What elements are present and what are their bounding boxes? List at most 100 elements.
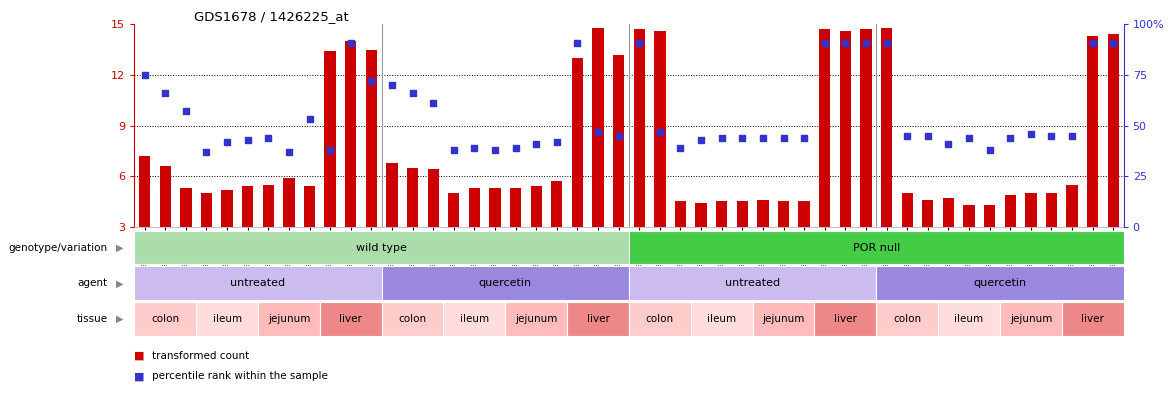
Point <box>753 134 772 141</box>
Point <box>1042 132 1061 139</box>
Text: percentile rank within the sample: percentile rank within the sample <box>152 371 328 381</box>
Bar <box>1026 193 1036 227</box>
Text: transformed count: transformed count <box>152 351 249 361</box>
Point <box>1022 130 1041 137</box>
Point <box>712 134 731 141</box>
Bar <box>778 202 790 227</box>
Bar <box>1087 36 1098 227</box>
Text: colon: colon <box>894 314 922 324</box>
Point <box>1084 39 1103 46</box>
Bar <box>840 31 851 227</box>
Point <box>734 134 752 141</box>
Bar <box>468 188 480 227</box>
Bar <box>222 190 232 227</box>
Text: tissue: tissue <box>76 314 107 324</box>
Text: jejunum: jejunum <box>515 314 557 324</box>
Bar <box>345 41 356 227</box>
Text: liver: liver <box>834 314 857 324</box>
Point <box>877 39 896 46</box>
Bar <box>737 202 748 227</box>
Bar <box>366 50 377 227</box>
Text: ▶: ▶ <box>117 314 124 324</box>
Bar <box>325 51 335 227</box>
Text: ▶: ▶ <box>117 243 124 253</box>
Point <box>465 145 484 151</box>
Text: liver: liver <box>339 314 362 324</box>
Point <box>939 141 958 147</box>
Point <box>1001 134 1020 141</box>
Text: liver: liver <box>1082 314 1104 324</box>
Bar <box>654 31 666 227</box>
Bar <box>1107 34 1119 227</box>
Text: liver: liver <box>586 314 610 324</box>
Bar <box>964 205 975 227</box>
Text: quercetin: quercetin <box>479 278 531 288</box>
Bar <box>881 28 892 227</box>
Bar <box>675 202 686 227</box>
Bar <box>427 169 439 227</box>
Point <box>527 141 545 147</box>
Text: agent: agent <box>77 278 107 288</box>
Point <box>176 108 195 115</box>
Point <box>630 39 648 46</box>
Point <box>362 78 381 84</box>
Text: ileum: ileum <box>954 314 983 324</box>
Bar <box>551 181 563 227</box>
Bar <box>923 200 933 227</box>
Text: genotype/variation: genotype/variation <box>8 243 107 253</box>
Point <box>135 72 154 78</box>
Bar <box>861 30 871 227</box>
Point <box>980 147 999 153</box>
Point <box>279 149 298 155</box>
Bar <box>1045 193 1057 227</box>
Bar <box>1066 185 1078 227</box>
Bar <box>242 186 253 227</box>
Point <box>691 136 710 143</box>
Text: untreated: untreated <box>230 278 285 288</box>
Bar <box>819 30 830 227</box>
Point <box>815 39 834 46</box>
Text: ileum: ileum <box>460 314 489 324</box>
Point <box>960 134 979 141</box>
Bar <box>387 163 397 227</box>
Text: jejunum: jejunum <box>267 314 310 324</box>
Point <box>424 100 443 107</box>
Bar <box>160 166 171 227</box>
Point <box>217 139 236 145</box>
Bar <box>592 28 604 227</box>
Text: GDS1678 / 1426225_at: GDS1678 / 1426225_at <box>194 10 348 23</box>
Bar <box>613 55 625 227</box>
Bar <box>530 186 542 227</box>
Point <box>898 132 917 139</box>
Bar <box>572 58 583 227</box>
Point <box>918 132 937 139</box>
Text: quercetin: quercetin <box>973 278 1027 288</box>
Bar <box>263 185 274 227</box>
Bar <box>943 198 954 227</box>
Bar <box>902 193 913 227</box>
Bar <box>1004 195 1016 227</box>
Point <box>836 39 855 46</box>
Bar <box>633 30 645 227</box>
Bar <box>983 205 995 227</box>
Point <box>856 39 875 46</box>
Text: POR null: POR null <box>853 243 899 253</box>
Point <box>321 147 340 153</box>
Point <box>548 139 566 145</box>
Bar <box>180 188 192 227</box>
Text: ■: ■ <box>134 351 145 361</box>
Text: ■: ■ <box>134 371 145 381</box>
Bar <box>449 193 459 227</box>
Point <box>774 134 793 141</box>
Text: colon: colon <box>646 314 674 324</box>
Text: ileum: ileum <box>213 314 242 324</box>
Point <box>1063 132 1082 139</box>
Point <box>794 134 813 141</box>
Bar <box>489 188 501 227</box>
Text: colon: colon <box>151 314 180 324</box>
Point <box>651 128 669 135</box>
Text: ileum: ileum <box>707 314 736 324</box>
Text: untreated: untreated <box>725 278 780 288</box>
Point <box>672 145 690 151</box>
Point <box>259 134 278 141</box>
